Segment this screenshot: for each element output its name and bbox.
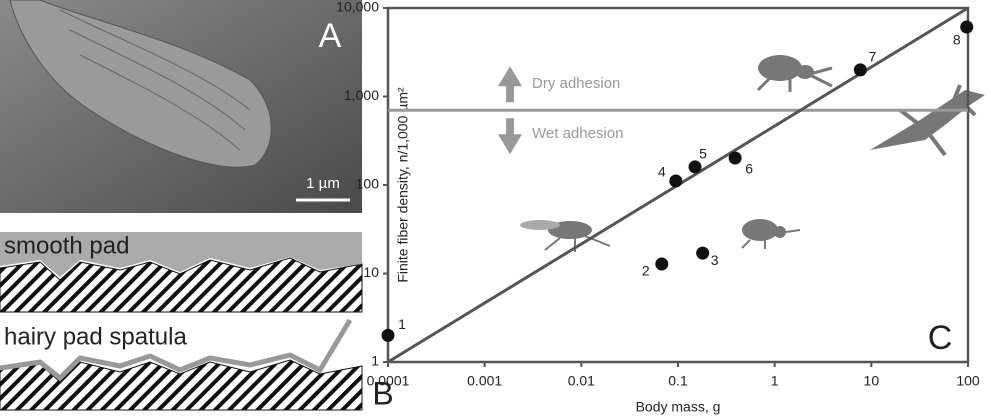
x-axis-label: Body mass, g [636, 399, 721, 415]
point-label: 8 [953, 32, 961, 48]
x-tick-label: 1 [771, 373, 779, 389]
y-tick-label: 10,000 [336, 0, 379, 15]
point-label: 2 [642, 263, 650, 279]
x-tick-label: 0.1 [668, 373, 688, 389]
panel-label: B [372, 375, 393, 411]
point [655, 257, 669, 271]
y-axis-label: Finite fiber density, n/1,000 µm² [395, 87, 411, 283]
point-label: 3 [711, 252, 719, 268]
panel-label: A [319, 17, 342, 55]
y-tick-label: 100 [356, 176, 380, 192]
y-tick-label: 1,000 [344, 87, 379, 103]
smooth-pad [0, 232, 362, 277]
panel-label: C [928, 319, 953, 357]
x-tick-label: 10 [864, 373, 880, 389]
point-label: 1 [398, 316, 406, 332]
pad-label: smooth pad [4, 232, 129, 259]
panel-a: 1 µm A [0, 0, 362, 213]
y-tick-label: 1 [371, 353, 379, 369]
surface [0, 257, 363, 313]
point-label: 4 [658, 164, 666, 180]
point [688, 160, 702, 174]
y-tick-label: 10 [363, 264, 379, 280]
point-label: 7 [868, 49, 876, 65]
point [381, 328, 395, 342]
arrow-up [498, 66, 522, 103]
x-tick-label: 100 [956, 373, 980, 389]
x-tick-label: 0.01 [568, 373, 595, 389]
seta [9, 0, 272, 168]
point [696, 246, 710, 260]
silhouettes [520, 55, 985, 252]
arrow-down [498, 118, 522, 155]
panel-b: smooth pad hairy pad spatula B [0, 232, 394, 411]
point [853, 63, 867, 77]
point [669, 174, 683, 188]
point-label: 5 [699, 146, 707, 162]
point [960, 20, 974, 34]
x-tick-label: 0.0001 [367, 373, 410, 389]
panel-c: C 0.0001 0.001 0.01 0.1 1 10 100 1 10 100 1,000 10,… [336, 0, 985, 415]
annotation: Wet adhesion [532, 125, 623, 142]
ridges [59, 9, 251, 151]
scale-bar-label: 1 µm [306, 175, 340, 192]
x-tick-label: 0.001 [467, 373, 502, 389]
surface [0, 359, 363, 411]
point [728, 151, 742, 165]
spatula [0, 318, 353, 382]
point-label: 6 [745, 161, 753, 177]
pad-label: hairy pad spatula [4, 323, 187, 350]
annotation: Dry adhesion [532, 75, 620, 92]
